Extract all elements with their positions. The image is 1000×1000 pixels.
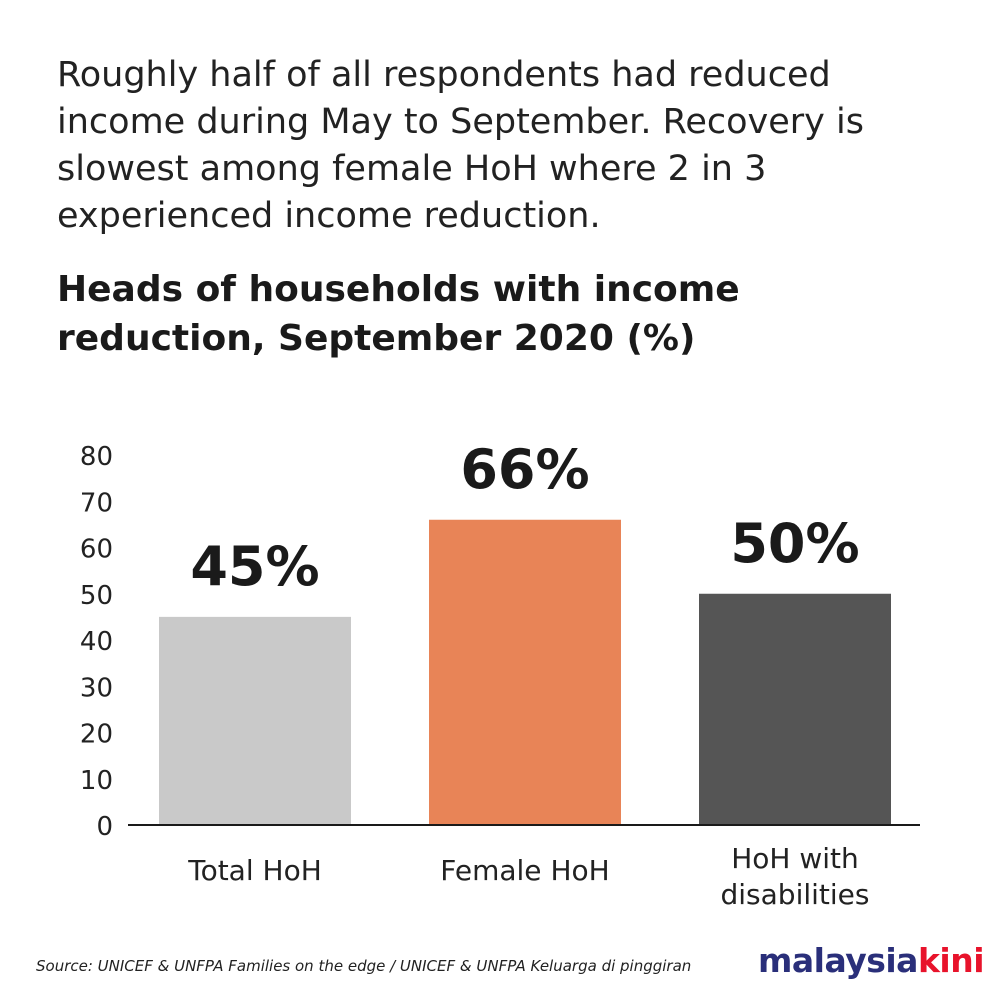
y-tick-label: 70 (80, 488, 113, 518)
logo-part-1: malaysia (758, 941, 918, 980)
bar (159, 616, 351, 825)
data-label: 45% (190, 535, 319, 598)
x-tick-label: disabilities (721, 878, 870, 911)
y-tick-label: 80 (80, 442, 113, 472)
intro-text: Roughly half of all respondents had redu… (57, 55, 864, 236)
y-tick-label: 60 (80, 535, 113, 565)
y-tick-label: 50 (80, 581, 113, 611)
data-label: 50% (730, 512, 859, 575)
malaysiakini-logo: malaysiakini (758, 941, 985, 980)
x-tick-label: Female HoH (440, 854, 609, 887)
x-tick-label: Total HoH (187, 854, 322, 887)
logo-part-2: kini (917, 941, 985, 980)
y-tick-label: 40 (80, 627, 113, 657)
y-tick-label: 30 (80, 673, 113, 703)
y-tick-label: 0 (96, 812, 113, 842)
bar (699, 593, 891, 825)
y-tick-label: 20 (80, 720, 113, 750)
source-note: Source: UNICEF & UNFPA Families on the e… (36, 957, 692, 975)
x-tick-label: HoH with (731, 842, 859, 875)
data-label: 66% (460, 438, 589, 501)
chart-title: Heads of households with income reductio… (57, 269, 740, 359)
y-tick-label: 10 (80, 766, 113, 796)
bar (429, 519, 621, 825)
